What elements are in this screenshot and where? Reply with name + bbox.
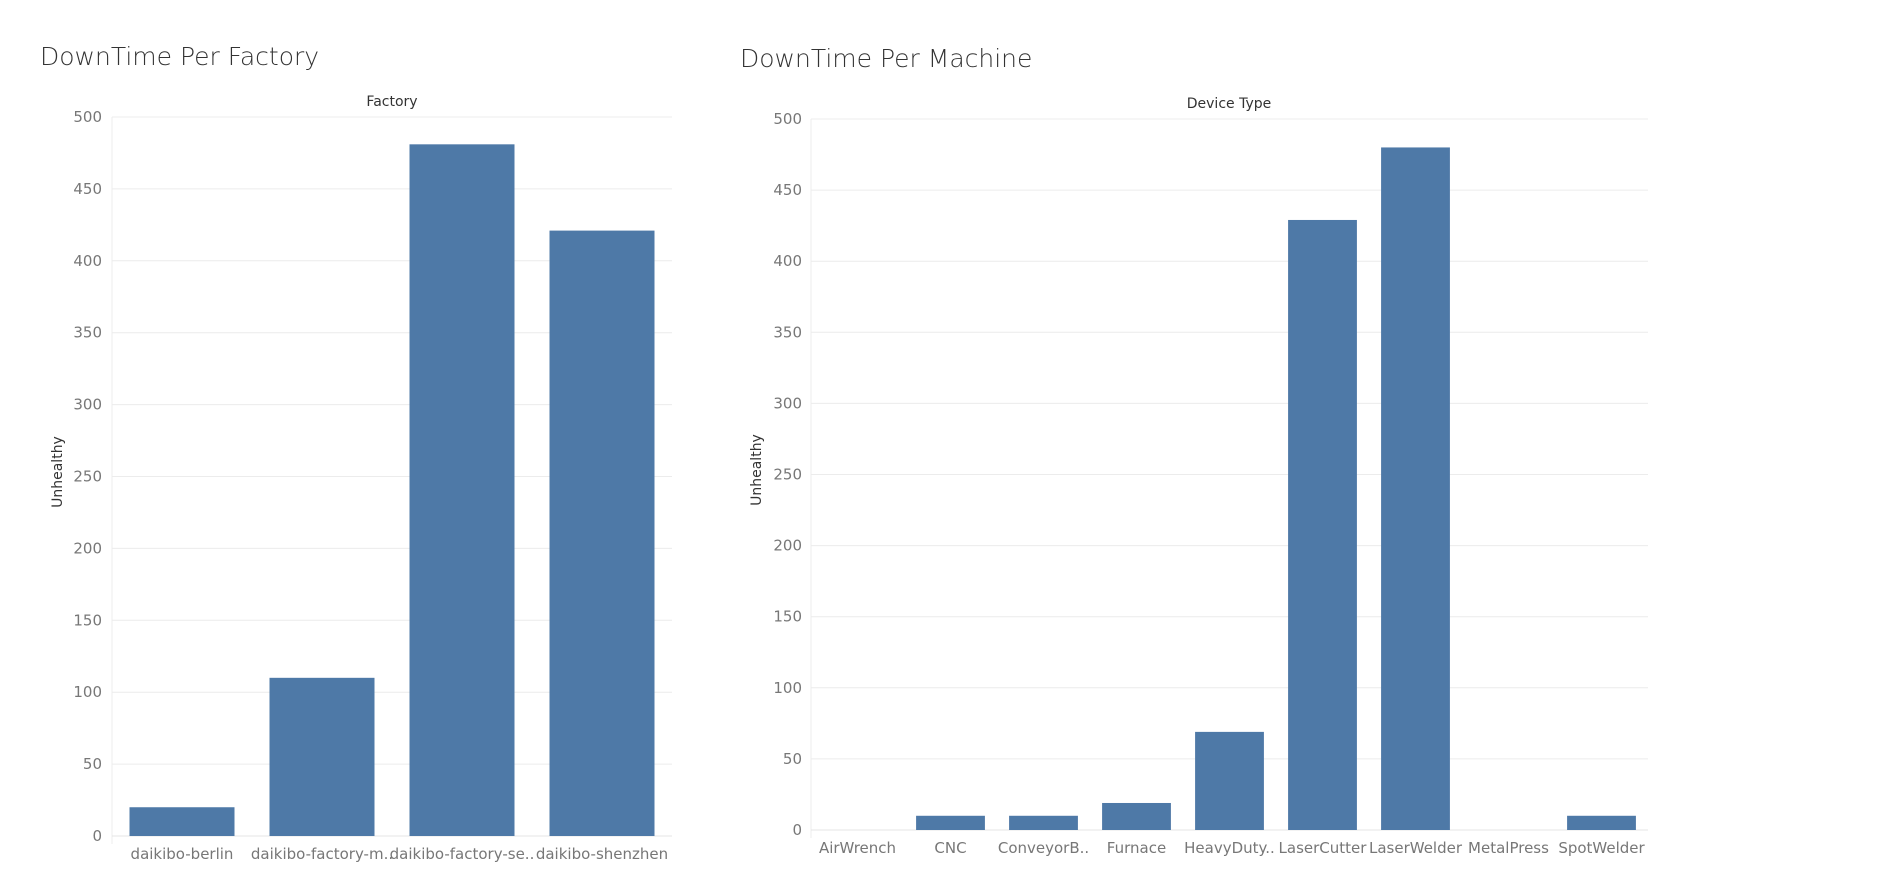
x-tick-label-factory: daikibo-factory-se.. (390, 845, 535, 863)
y-tick-label-factory: 50 (83, 755, 102, 773)
y-tick-label-factory: 350 (73, 324, 102, 342)
chart-title-factory: DownTime Per Factory (40, 42, 320, 71)
bar-factory[interactable] (269, 677, 375, 836)
y-tick-label-factory: 500 (73, 108, 102, 126)
y-tick-label-factory: 200 (73, 539, 102, 557)
y-tick-label-factory: 150 (73, 611, 102, 629)
y-tick-label-factory: 400 (73, 252, 102, 270)
x-tick-label-factory: daikibo-berlin (131, 845, 234, 863)
x-tick-label-factory: daikibo-factory-m.. (251, 845, 393, 863)
y-tick-label-factory: 450 (73, 180, 102, 198)
bar-factory[interactable] (549, 230, 655, 837)
bar-factory[interactable] (409, 144, 515, 836)
bar-factory[interactable] (129, 807, 235, 836)
y-tick-label-factory: 100 (73, 683, 102, 701)
chart-title-machine: DownTime Per Machine (740, 44, 1033, 73)
x-tick-label-factory: daikibo-shenzhen (536, 845, 668, 863)
y-tick-label-factory: 300 (73, 396, 102, 414)
y-axis-label-factory: Unhealthy (50, 436, 66, 508)
y-tick-label-factory: 250 (73, 468, 102, 486)
y-tick-label-factory: 0 (92, 827, 102, 845)
chart-header-factory: Factory (366, 94, 417, 110)
